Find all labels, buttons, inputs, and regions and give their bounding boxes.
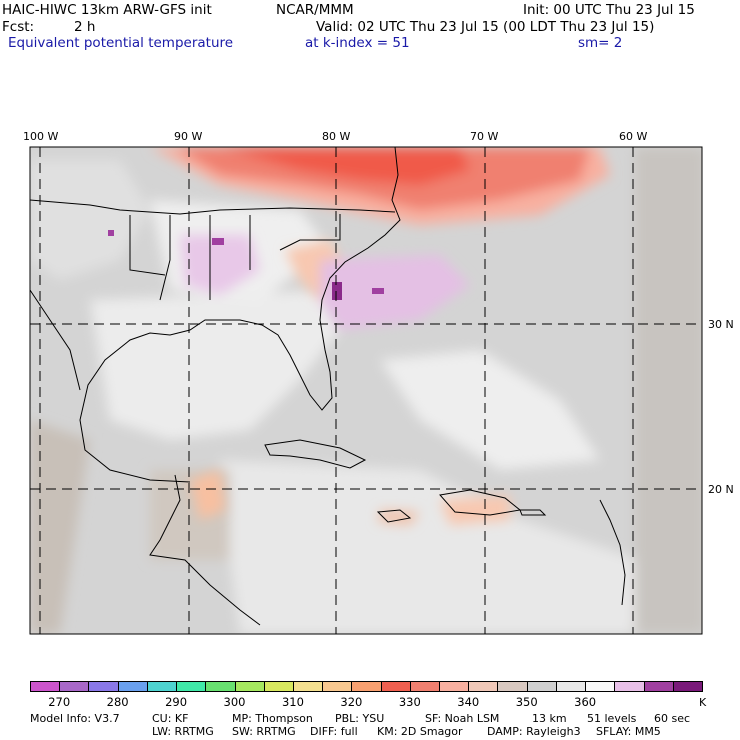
grid-lines — [30, 147, 702, 634]
lat-label-20n: 20 N — [708, 483, 734, 496]
sflay-scheme: SFLAY: MM5 — [596, 725, 661, 738]
colorbar-swatch — [380, 681, 411, 692]
gulf-field — [90, 290, 340, 440]
colorbar-swatch — [409, 681, 441, 692]
colorbar-swatch — [322, 681, 353, 692]
map-frame — [29, 146, 703, 635]
colorbar-swatch — [439, 681, 470, 692]
purple-cell-3 — [372, 288, 384, 294]
colorbar-swatch — [117, 681, 148, 692]
colorbar-label: 330 — [398, 695, 421, 709]
gulf-coastline — [79, 147, 401, 483]
colorbar-swatch — [468, 681, 499, 692]
level-label: at k-index = 51 — [305, 35, 410, 51]
purple-cell-1 — [212, 238, 224, 245]
lon-label-70w: 70 W — [470, 130, 499, 143]
colorbar-label: 350 — [515, 695, 538, 709]
colorbar-swatch — [234, 681, 265, 692]
colorbar-label: 320 — [340, 695, 363, 709]
colorbar-swatch — [205, 681, 236, 692]
km-scheme: KM: 2D Smagor — [377, 725, 463, 738]
state-border-north — [30, 199, 396, 215]
colorbar-swatch — [555, 681, 587, 692]
atlantic-field — [380, 350, 600, 470]
timestep: 60 sec — [654, 712, 691, 725]
mp-scheme: MP: Thompson — [232, 712, 313, 725]
purple-cell-4 — [108, 230, 114, 236]
org-label: NCAR/MMM — [276, 2, 354, 18]
colorbar-swatch — [146, 681, 178, 692]
levels: 51 levels — [587, 712, 637, 725]
colorbar-swatch — [263, 681, 294, 692]
sw-scheme: SW: RRTMG — [232, 725, 296, 738]
puerto-rico-outline — [519, 509, 547, 516]
west-field — [30, 160, 150, 280]
caribbean-field — [220, 460, 640, 634]
jamaica-warm — [378, 510, 420, 525]
pbl-scheme: PBL: YSU — [335, 712, 385, 725]
warm-band-core — [220, 147, 470, 185]
central-america-coast — [149, 474, 261, 626]
model-info: Model Info: V3.7 — [30, 712, 120, 725]
init-time: Init: 00 UTC Thu 23 Jul 15 — [523, 2, 695, 18]
colorbar-label: 290 — [165, 695, 188, 709]
valid-time: Valid: 02 UTC Thu 23 Jul 15 (00 LDT Thu … — [316, 19, 655, 35]
colorbar-swatch — [88, 681, 119, 692]
rio-grande — [30, 289, 81, 391]
field-name: Equivalent potential temperature — [8, 35, 234, 51]
cu-scheme: CU: KF — [152, 712, 189, 725]
mexico-field — [30, 420, 90, 634]
colorbar-swatch — [643, 681, 674, 692]
sf-scheme: SF: Noah LSM — [425, 712, 500, 725]
model-title: HAIC-HIWC 13km ARW-GFS init — [2, 2, 212, 18]
east-edge-field — [635, 147, 702, 634]
coastlines — [30, 147, 626, 626]
colorbar-swatch — [351, 681, 382, 692]
colorbar-swatch — [176, 681, 207, 692]
colorbar-swatch — [497, 681, 528, 692]
resolution: 13 km — [532, 712, 567, 725]
purple-blob-atlantic — [320, 255, 470, 330]
purple-cell-2 — [332, 282, 342, 300]
lesser-antilles — [599, 499, 626, 606]
colorbar-label: 340 — [457, 695, 480, 709]
yucatan-warm — [190, 470, 225, 520]
lon-label-90w: 90 W — [174, 130, 203, 143]
colorbar-swatch — [672, 681, 703, 692]
colorbar-label: 360 — [574, 695, 597, 709]
lw-scheme: LW: RRTMG — [152, 725, 214, 738]
colorbar-swatch — [585, 681, 616, 692]
lat-label-30n: 30 N — [708, 318, 734, 331]
purple-blob-alabama — [180, 235, 260, 295]
smoothing-label: sm= 2 — [578, 35, 623, 51]
cuba-outline — [264, 439, 367, 469]
hispaniola-warm — [440, 495, 510, 525]
colorbar-label: 270 — [48, 695, 71, 709]
colorbar-unit: K — [699, 696, 707, 709]
lon-label-100w: 100 W — [23, 130, 59, 143]
forecast-label: Fcst: — [2, 19, 35, 35]
state-borders — [129, 214, 341, 301]
colorbar-swatch — [614, 681, 645, 692]
colorbar-swatch — [59, 681, 90, 692]
lon-label-60w: 60 W — [619, 130, 648, 143]
colorbar-swatch — [526, 681, 557, 692]
jamaica-outline — [376, 509, 412, 523]
diff-scheme: DIFF: full — [310, 725, 358, 738]
lon-label-80w: 80 W — [322, 130, 351, 143]
forecast-hour: 2 h — [74, 19, 96, 35]
colorbar-label: 300 — [223, 695, 246, 709]
damp-scheme: DAMP: Rayleigh3 — [487, 725, 581, 738]
colorbar-label: 280 — [106, 695, 129, 709]
colorbar-swatch — [30, 681, 61, 692]
map-field — [30, 147, 702, 634]
colorbar-swatch — [292, 681, 324, 692]
colorbar-label: 310 — [281, 695, 304, 709]
